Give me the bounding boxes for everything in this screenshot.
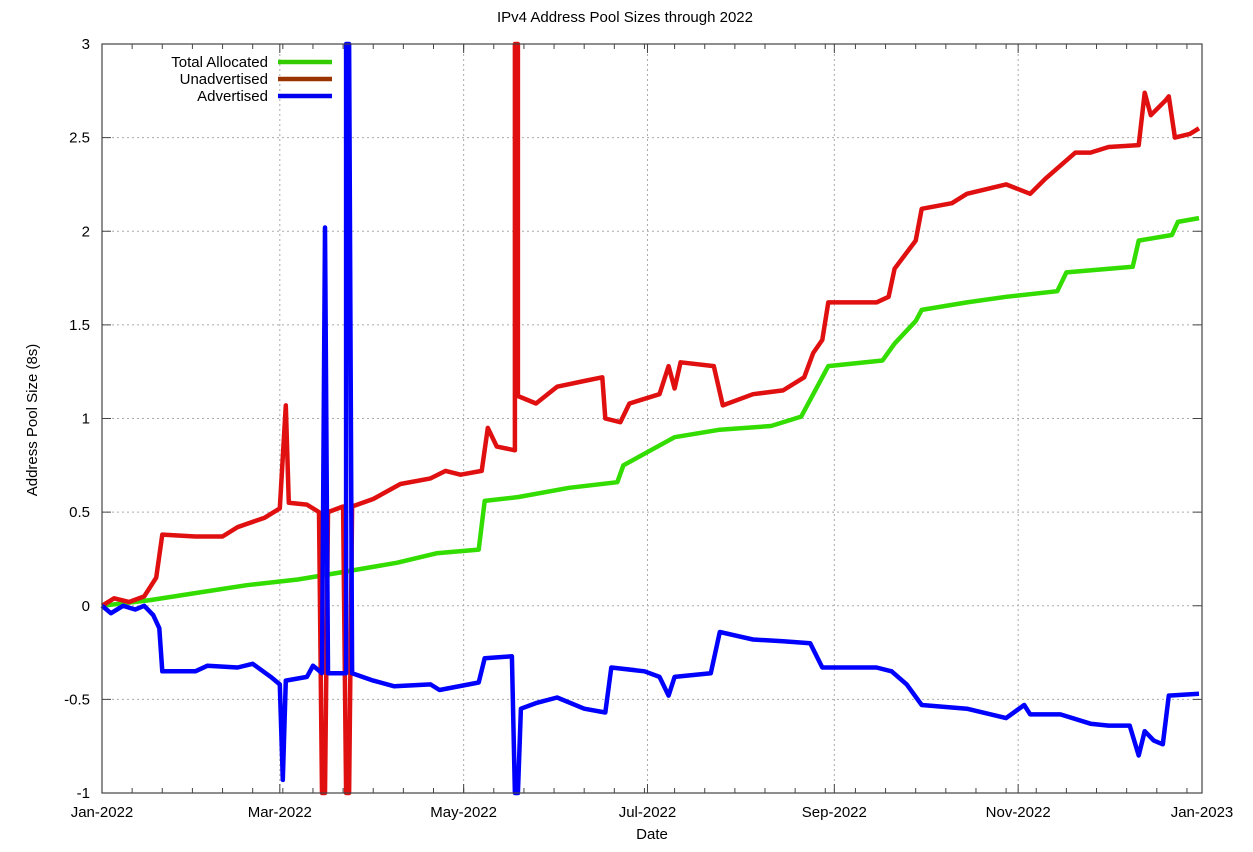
x-tick-label: Jul-2022: [619, 804, 677, 821]
x-tick-label: Nov-2022: [986, 804, 1051, 821]
x-tick-label: Mar-2022: [248, 804, 312, 821]
series-line-advertised: [100, 41, 1200, 796]
y-tick-label: 0.5: [69, 504, 90, 521]
y-axis-label: Address Pool Size (8s): [24, 344, 41, 497]
axis-ticks: 3 2.5 2 1.5 1 0.5 0 -0.5 -1 Jan-2022 Mar-2022 May-2…: [64, 36, 1233, 821]
series-line-unadvertised: [100, 41, 1201, 796]
x-tick-label: Sep-2022: [802, 804, 867, 821]
chart-title: IPv4 Address Pool Sizes through 2022: [497, 9, 753, 26]
y-tick-label: 1: [82, 411, 90, 428]
grid: [102, 44, 1202, 793]
y-tick-label: 1.5: [69, 317, 90, 334]
y-tick-label: -0.5: [64, 691, 90, 708]
y-tick-label: 3: [82, 36, 90, 53]
y-tick-label: 0: [82, 598, 90, 615]
legend-label: Advertised: [197, 88, 268, 105]
series-lines: [100, 41, 1201, 796]
x-tick-label: Jan-2023: [1171, 804, 1234, 821]
y-tick-label: -1: [77, 785, 90, 802]
y-tick-label: 2: [82, 223, 90, 240]
y-tick-label: 2.5: [69, 130, 90, 147]
legend-label: Total Allocated: [171, 54, 268, 71]
x-tick-label: May-2022: [430, 804, 497, 821]
x-axis-label: Date: [636, 826, 668, 843]
series-line-total-allocated: [101, 215, 1200, 609]
plot-frame: [101, 43, 1203, 794]
legend-label: Unadvertised: [180, 71, 268, 88]
x-tick-label: Jan-2022: [71, 804, 134, 821]
